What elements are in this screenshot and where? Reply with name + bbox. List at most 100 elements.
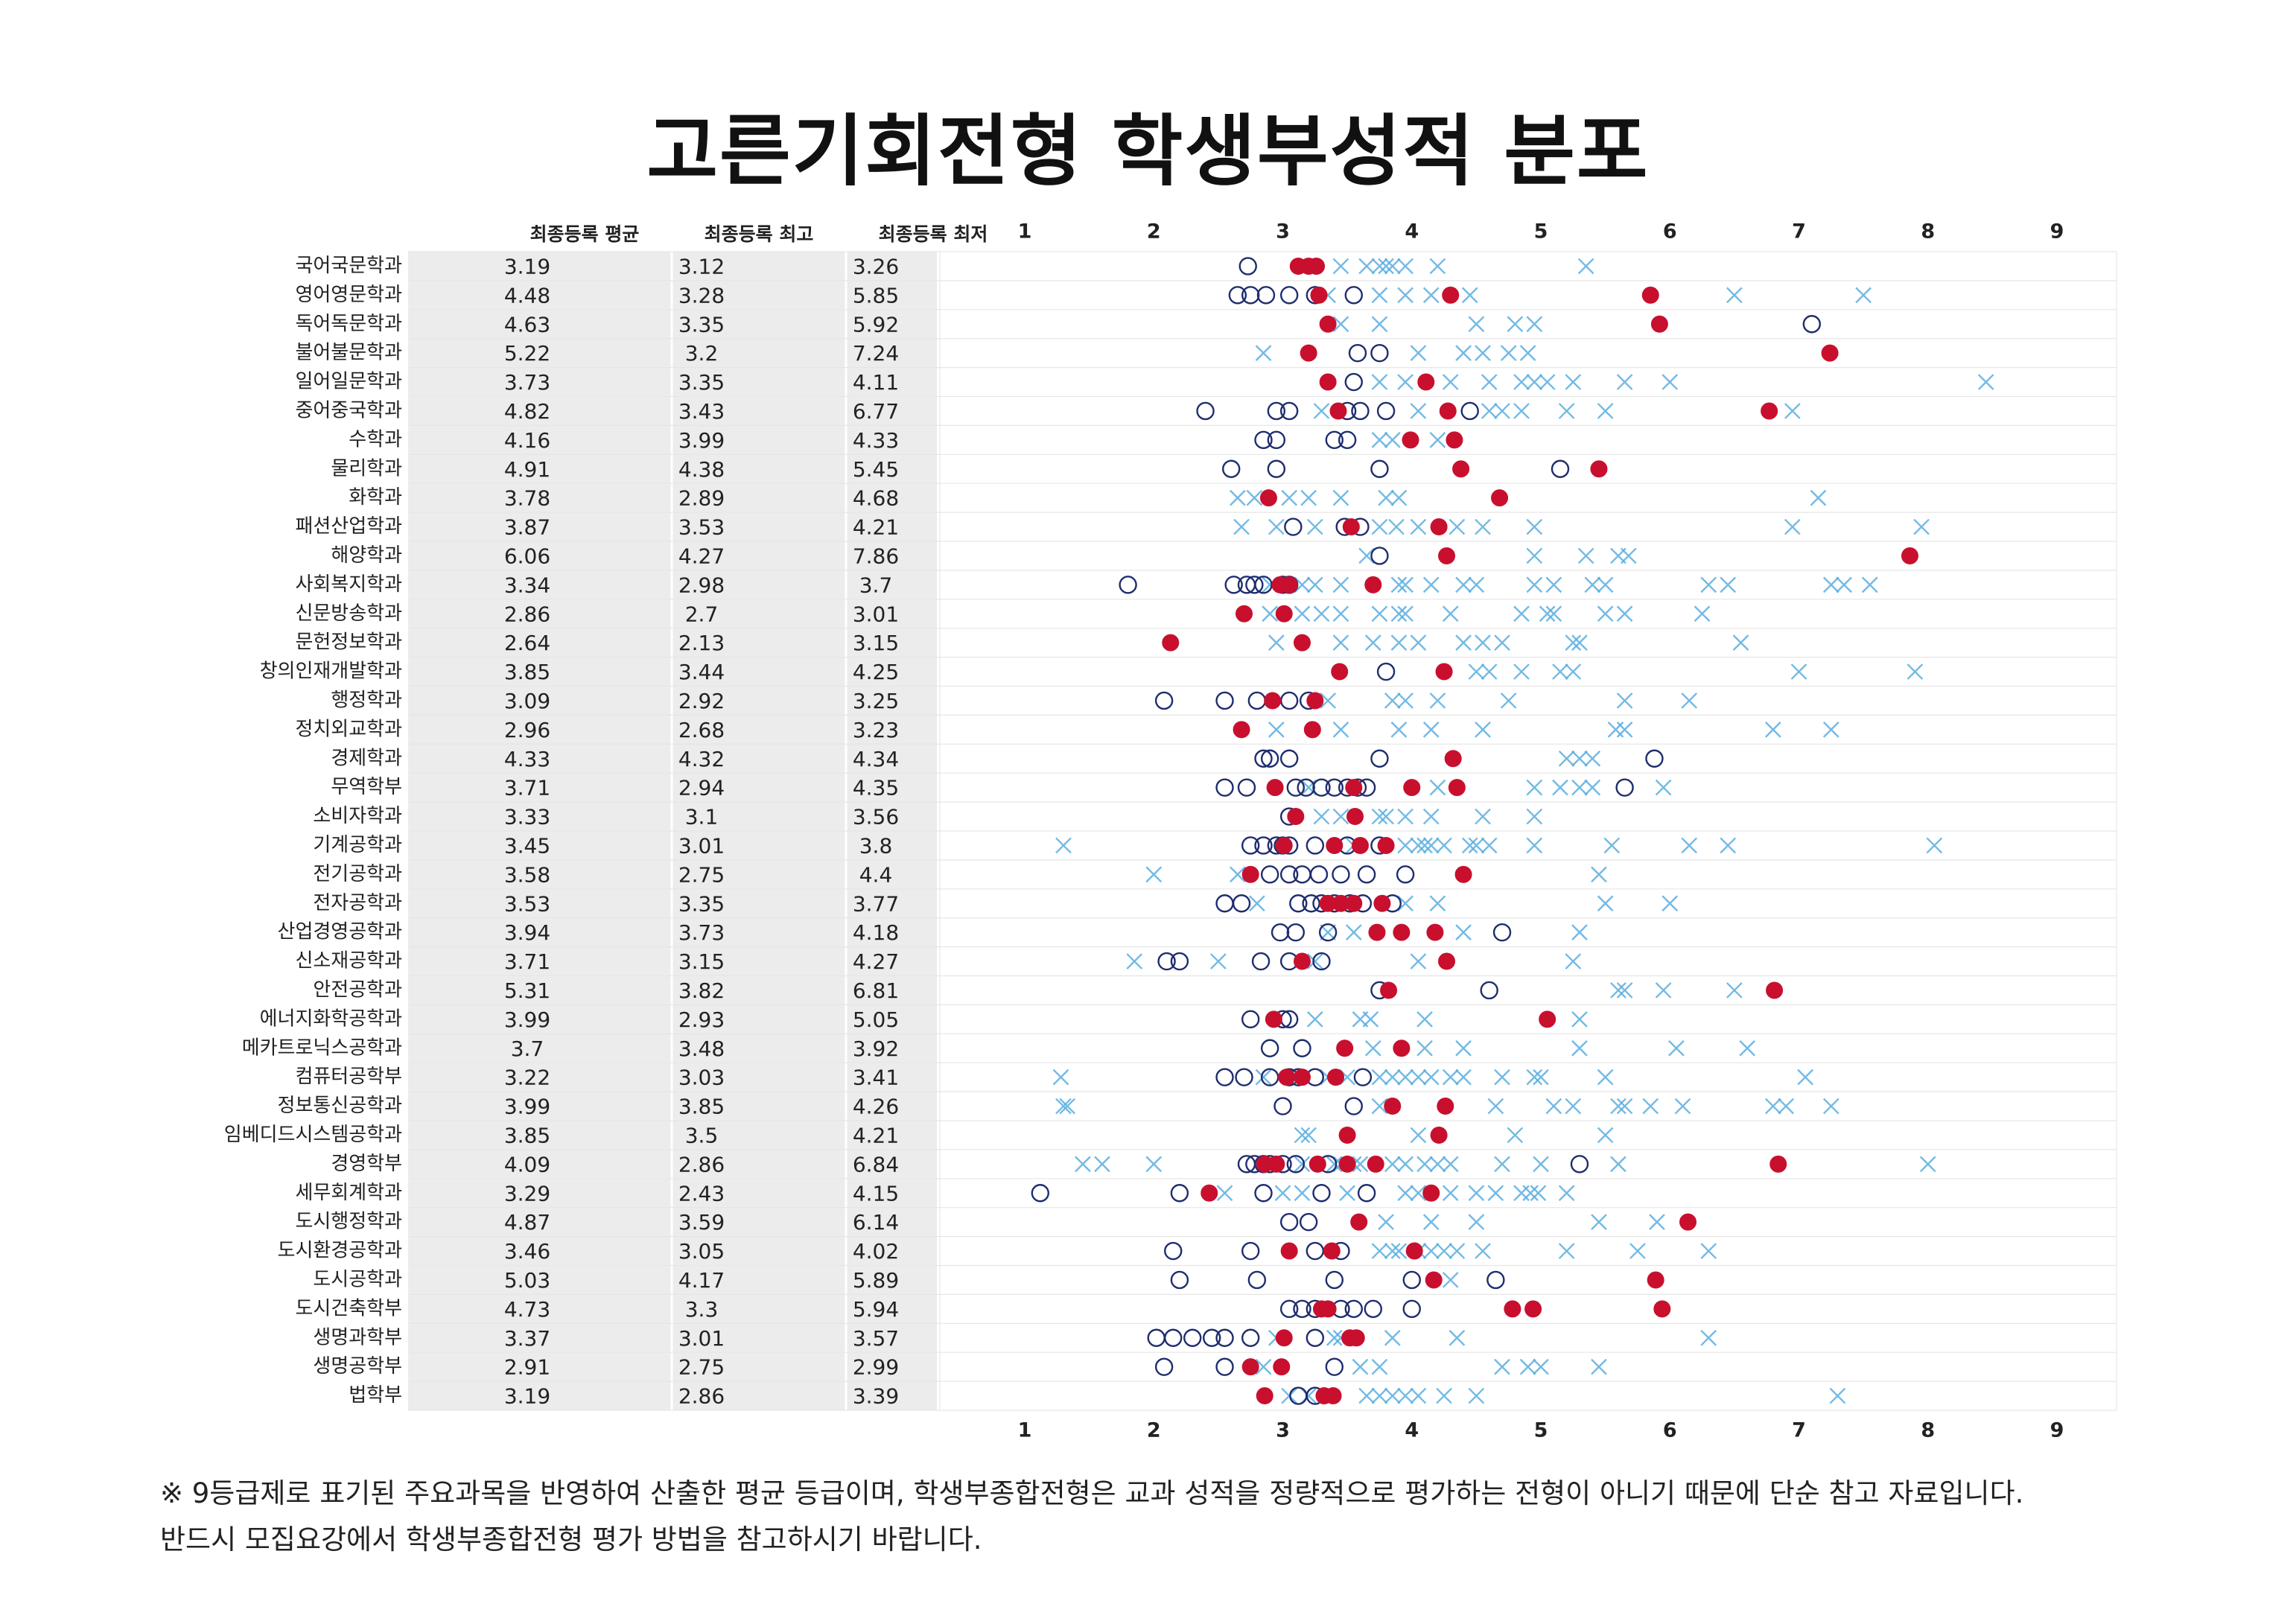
failed-point [1668,1039,1685,1057]
x-tick-label-bottom: 9 [2050,1419,2064,1442]
failed-point [1571,924,1588,940]
worst-grade-cell: 3.15 [853,631,899,655]
row-label: 산업경영공학과 [278,921,403,943]
failed-point [1571,750,1588,767]
worst-grade-cell: 6.81 [853,978,899,1003]
final-registered-point [1438,952,1456,970]
final-registered-point [1425,1271,1443,1289]
failed-point [1332,258,1349,275]
row-label: 불어불문학과 [295,342,402,364]
passed-unregistered-point [1154,1357,1174,1376]
worst-grade-cell: 4.35 [853,776,899,800]
avg-grade-cell: 2.64 [504,631,550,655]
failed-point [1591,866,1607,883]
worst-grade-cell: 5.94 [853,1297,899,1322]
final-registered-point [1504,1300,1521,1318]
passed-unregistered-point [1615,778,1634,797]
passed-unregistered-point [1357,1184,1376,1203]
failed-point [1855,287,1872,304]
failed-point [1610,982,1626,999]
final-registered-point [1345,779,1363,797]
best-grade-cell: 3.35 [678,312,725,337]
passed-unregistered-point [1279,1299,1299,1319]
final-registered-point [1338,1126,1356,1144]
best-grade-cell: 3.1 [685,805,719,829]
failed-point [1388,518,1405,535]
failed-point [1591,1214,1607,1230]
passed-unregistered-point [1203,1328,1221,1347]
final-registered-point [1347,1329,1365,1347]
final-registered-point [1439,402,1457,420]
final-registered-point [1331,663,1349,681]
row-label: 생명과학부 [313,1326,402,1348]
failed-point [1429,258,1446,275]
failed-point [1616,692,1633,709]
failed-point [1345,924,1362,940]
failed-point [1442,1069,1459,1086]
final-registered-point [1233,721,1250,739]
failed-point [1371,432,1388,448]
passed-unregistered-point [1284,518,1303,536]
best-grade-cell: 3.73 [678,920,725,945]
worst-grade-cell: 3.39 [853,1384,899,1409]
best-grade-cell: 2.94 [678,776,725,800]
avg-grade-cell: 4.73 [504,1297,550,1322]
x-tick-label-top: 3 [1276,220,1290,243]
failed-point [1294,576,1311,593]
table-header: 최종등록 최고 [705,223,814,245]
failed-point [1616,722,1633,738]
worst-grade-cell: 4.34 [853,747,899,771]
table-header: 최종등록 최저 [879,223,988,245]
row-label: 메카트로닉스공학과 [242,1037,402,1059]
failed-point [1429,692,1446,709]
worst-grade-cell: 3.77 [853,891,899,916]
failed-point [1332,634,1349,651]
failed-point [1397,287,1413,304]
row-label: 전자공학과 [313,892,402,914]
failed-point [1565,374,1582,390]
avg-grade-cell: 3.71 [504,776,550,800]
best-grade-cell: 3.43 [678,399,725,424]
failed-point [1487,1098,1504,1115]
passed-unregistered-point [1279,865,1299,884]
avg-grade-cell: 3.33 [504,805,550,829]
failed-point [1397,1156,1413,1173]
final-registered-point [1327,1069,1345,1086]
failed-point [1422,576,1440,593]
final-registered-point [1293,1069,1311,1086]
final-registered-point [1364,576,1382,593]
failed-point [1836,576,1852,593]
failed-point [1055,1098,1072,1115]
failed-point [1364,634,1381,651]
row-label: 무역학부 [331,776,402,798]
passed-unregistered-point [1260,1039,1279,1057]
failed-point [1565,1098,1582,1115]
final-registered-point [1417,373,1435,391]
final-registered-point [1384,1098,1402,1115]
passed-unregistered-point [1570,1155,1589,1174]
failed-point [1436,837,1452,854]
failed-point [1571,1039,1588,1057]
failed-point [1442,1156,1459,1173]
final-registered-point [1769,1155,1787,1173]
final-registered-point [1653,1300,1671,1318]
x-tick-label-top: 1 [1018,220,1032,243]
avg-grade-cell: 3.73 [504,370,550,395]
passed-unregistered-point [1318,923,1338,942]
final-registered-point [1162,634,1180,652]
failed-point [1481,837,1498,854]
failed-point [1094,1156,1110,1173]
passed-unregistered-point [1325,430,1344,450]
final-registered-point [1336,1039,1354,1057]
failed-point [1765,722,1781,738]
failed-point [1558,750,1575,767]
best-grade-cell: 2.98 [678,573,725,597]
failed-point [1494,403,1510,419]
best-grade-cell: 2.86 [678,1152,725,1176]
row-label: 패션산업학과 [295,515,402,538]
passed-unregistered-point [1370,459,1389,478]
passed-unregistered-point [1332,865,1350,884]
best-grade-cell: 4.38 [678,457,725,482]
failed-point [1533,1069,1549,1086]
failed-point [1397,1185,1413,1202]
